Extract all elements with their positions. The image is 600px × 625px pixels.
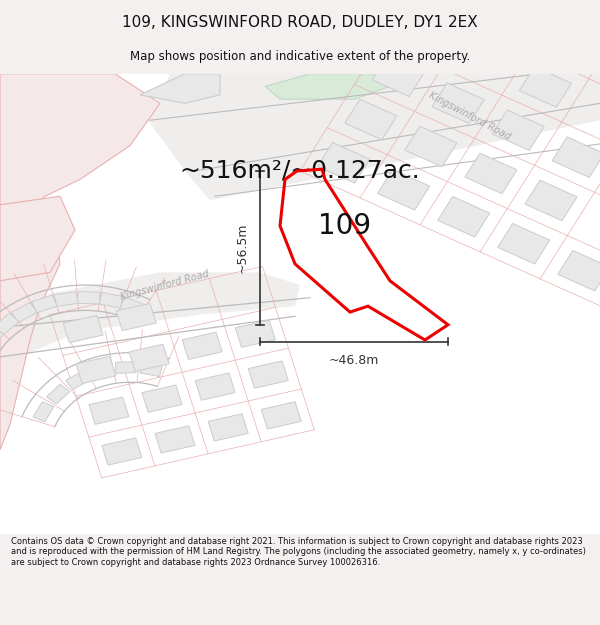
- Polygon shape: [32, 295, 57, 312]
- Polygon shape: [99, 292, 124, 308]
- Text: 109: 109: [319, 212, 371, 240]
- Polygon shape: [0, 328, 4, 349]
- Polygon shape: [265, 74, 390, 99]
- Polygon shape: [525, 180, 577, 221]
- Polygon shape: [432, 83, 484, 124]
- Polygon shape: [208, 414, 248, 441]
- Polygon shape: [182, 332, 222, 359]
- Polygon shape: [89, 397, 129, 424]
- Polygon shape: [498, 224, 550, 264]
- Polygon shape: [116, 303, 156, 331]
- Polygon shape: [261, 402, 301, 429]
- Polygon shape: [377, 169, 430, 210]
- Text: Contains OS data © Crown copyright and database right 2021. This information is : Contains OS data © Crown copyright and d…: [11, 537, 586, 567]
- Text: ~516m²/~0.127ac.: ~516m²/~0.127ac.: [179, 159, 421, 183]
- Polygon shape: [372, 56, 424, 96]
- Text: Kingswinford Road: Kingswinford Road: [427, 90, 512, 142]
- Polygon shape: [119, 297, 145, 316]
- Polygon shape: [140, 362, 162, 377]
- Polygon shape: [552, 137, 600, 178]
- Text: Map shows position and indicative extent of the property.: Map shows position and indicative extent…: [130, 50, 470, 63]
- Polygon shape: [115, 362, 136, 373]
- Polygon shape: [0, 74, 160, 213]
- Polygon shape: [345, 99, 397, 140]
- Polygon shape: [195, 373, 235, 400]
- Polygon shape: [0, 196, 75, 281]
- Polygon shape: [63, 316, 103, 342]
- Polygon shape: [0, 313, 19, 334]
- Polygon shape: [89, 364, 112, 379]
- Text: ~56.5m: ~56.5m: [235, 222, 248, 273]
- Polygon shape: [77, 291, 100, 304]
- Polygon shape: [235, 320, 275, 348]
- Polygon shape: [11, 302, 37, 322]
- Polygon shape: [76, 356, 116, 384]
- Polygon shape: [492, 110, 544, 151]
- Polygon shape: [465, 153, 517, 194]
- Polygon shape: [142, 385, 182, 412]
- Text: ~46.8m: ~46.8m: [329, 354, 379, 367]
- Text: Kingswinford Road: Kingswinford Road: [119, 268, 211, 302]
- Polygon shape: [102, 438, 142, 465]
- Polygon shape: [405, 126, 457, 167]
- Polygon shape: [558, 251, 600, 291]
- Polygon shape: [520, 67, 571, 107]
- Polygon shape: [33, 402, 54, 422]
- Polygon shape: [129, 344, 169, 371]
- Polygon shape: [317, 142, 370, 183]
- Polygon shape: [248, 361, 289, 388]
- Polygon shape: [0, 74, 600, 534]
- Text: 109, KINGSWINFORD ROAD, DUDLEY, DY1 2EX: 109, KINGSWINFORD ROAD, DUDLEY, DY1 2EX: [122, 15, 478, 30]
- Polygon shape: [65, 371, 89, 389]
- Polygon shape: [437, 196, 490, 237]
- Polygon shape: [0, 272, 300, 366]
- Polygon shape: [54, 292, 78, 306]
- Polygon shape: [148, 74, 600, 201]
- Polygon shape: [140, 74, 220, 103]
- Polygon shape: [47, 384, 70, 404]
- Polygon shape: [155, 426, 195, 453]
- Polygon shape: [0, 201, 60, 450]
